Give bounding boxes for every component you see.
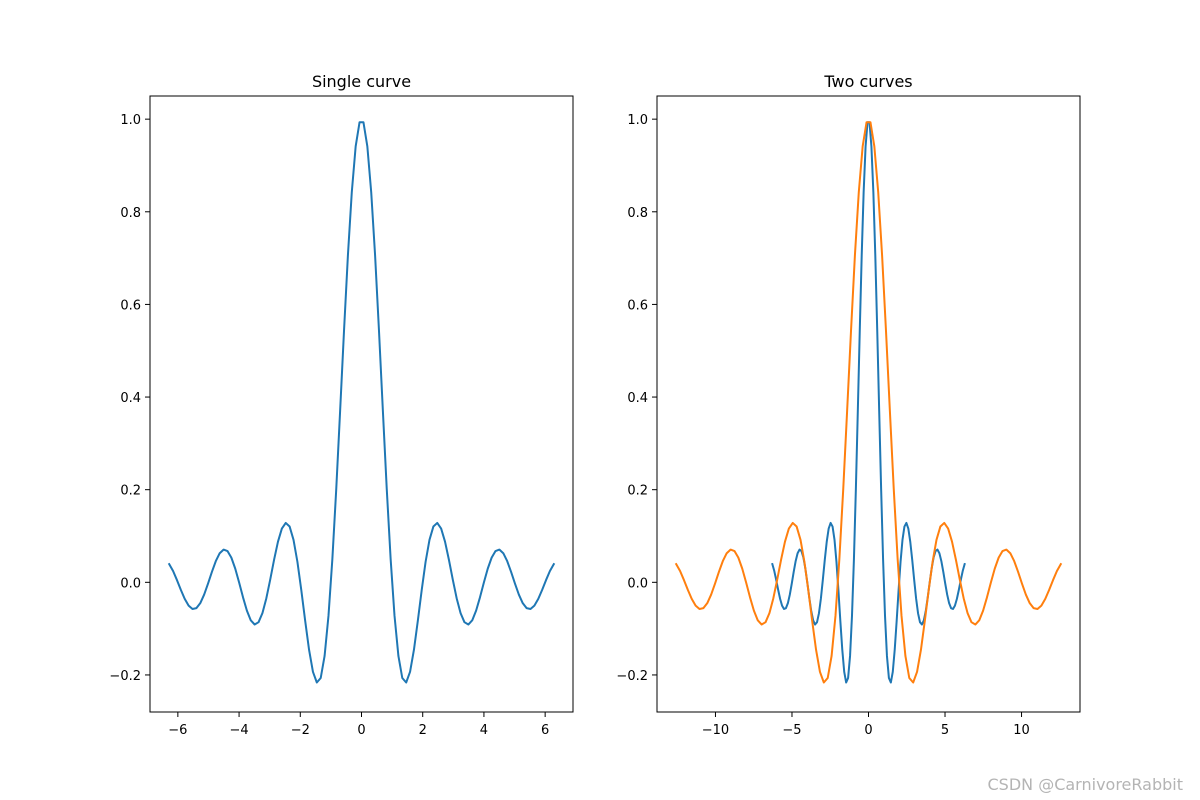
y-tick-label: 0.0 [120,576,141,591]
x-tick-label: 5 [941,723,949,738]
x-tick-label: 4 [480,723,488,738]
y-tick-label: 0.8 [627,206,648,221]
x-tick-label: 10 [1013,723,1030,738]
y-tick-label: 1.0 [627,113,648,128]
series-group [674,121,1063,684]
chart-title: Two curves [823,72,912,91]
y-tick-label: 0.6 [120,298,141,313]
x-tick-label: 0 [357,723,365,738]
watermark-text: CSDN @CarnivoreRabbit [988,775,1184,794]
y-tick-label: −0.2 [616,669,648,684]
y-tick-label: 0.2 [627,484,648,499]
x-tick-label: −6 [168,723,187,738]
series-line-2 [674,121,1063,684]
subplot-1: −6 −4 −2 0 2 4 6 −0.2 0.0 0.2 0.4 0.6 0.8 1.0 Single c… [109,72,574,738]
x-tick-label: −5 [782,723,801,738]
chart-title: Single curve [312,72,411,91]
y-tick-label: 0.8 [120,206,141,221]
series-line-1 [167,121,556,684]
plots-container: −6 −4 −2 0 2 4 6 −0.2 0.0 0.2 0.4 0.6 0.8 1.0 Single c… [109,72,1081,738]
y-tick-label: 0.0 [627,576,648,591]
y-tick-label: 0.2 [120,484,141,499]
x-tick-label: −4 [229,723,248,738]
x-tick-label: 0 [864,723,872,738]
subplot-2: −10 −5 0 5 10 −0.2 0.0 0.2 0.4 0.6 0.8 1.0 Two curve… [616,72,1081,738]
y-tick-label: 1.0 [120,113,141,128]
x-tick-label: 6 [541,723,549,738]
series-group [167,121,556,684]
y-tick-label: −0.2 [109,669,141,684]
y-tick-label: 0.4 [627,391,648,406]
y-tick-label: 0.4 [120,391,141,406]
x-tick-label: −2 [291,723,310,738]
x-tick-label: 2 [419,723,427,738]
y-tick-label: 0.6 [627,298,648,313]
x-tick-label: −10 [702,723,729,738]
